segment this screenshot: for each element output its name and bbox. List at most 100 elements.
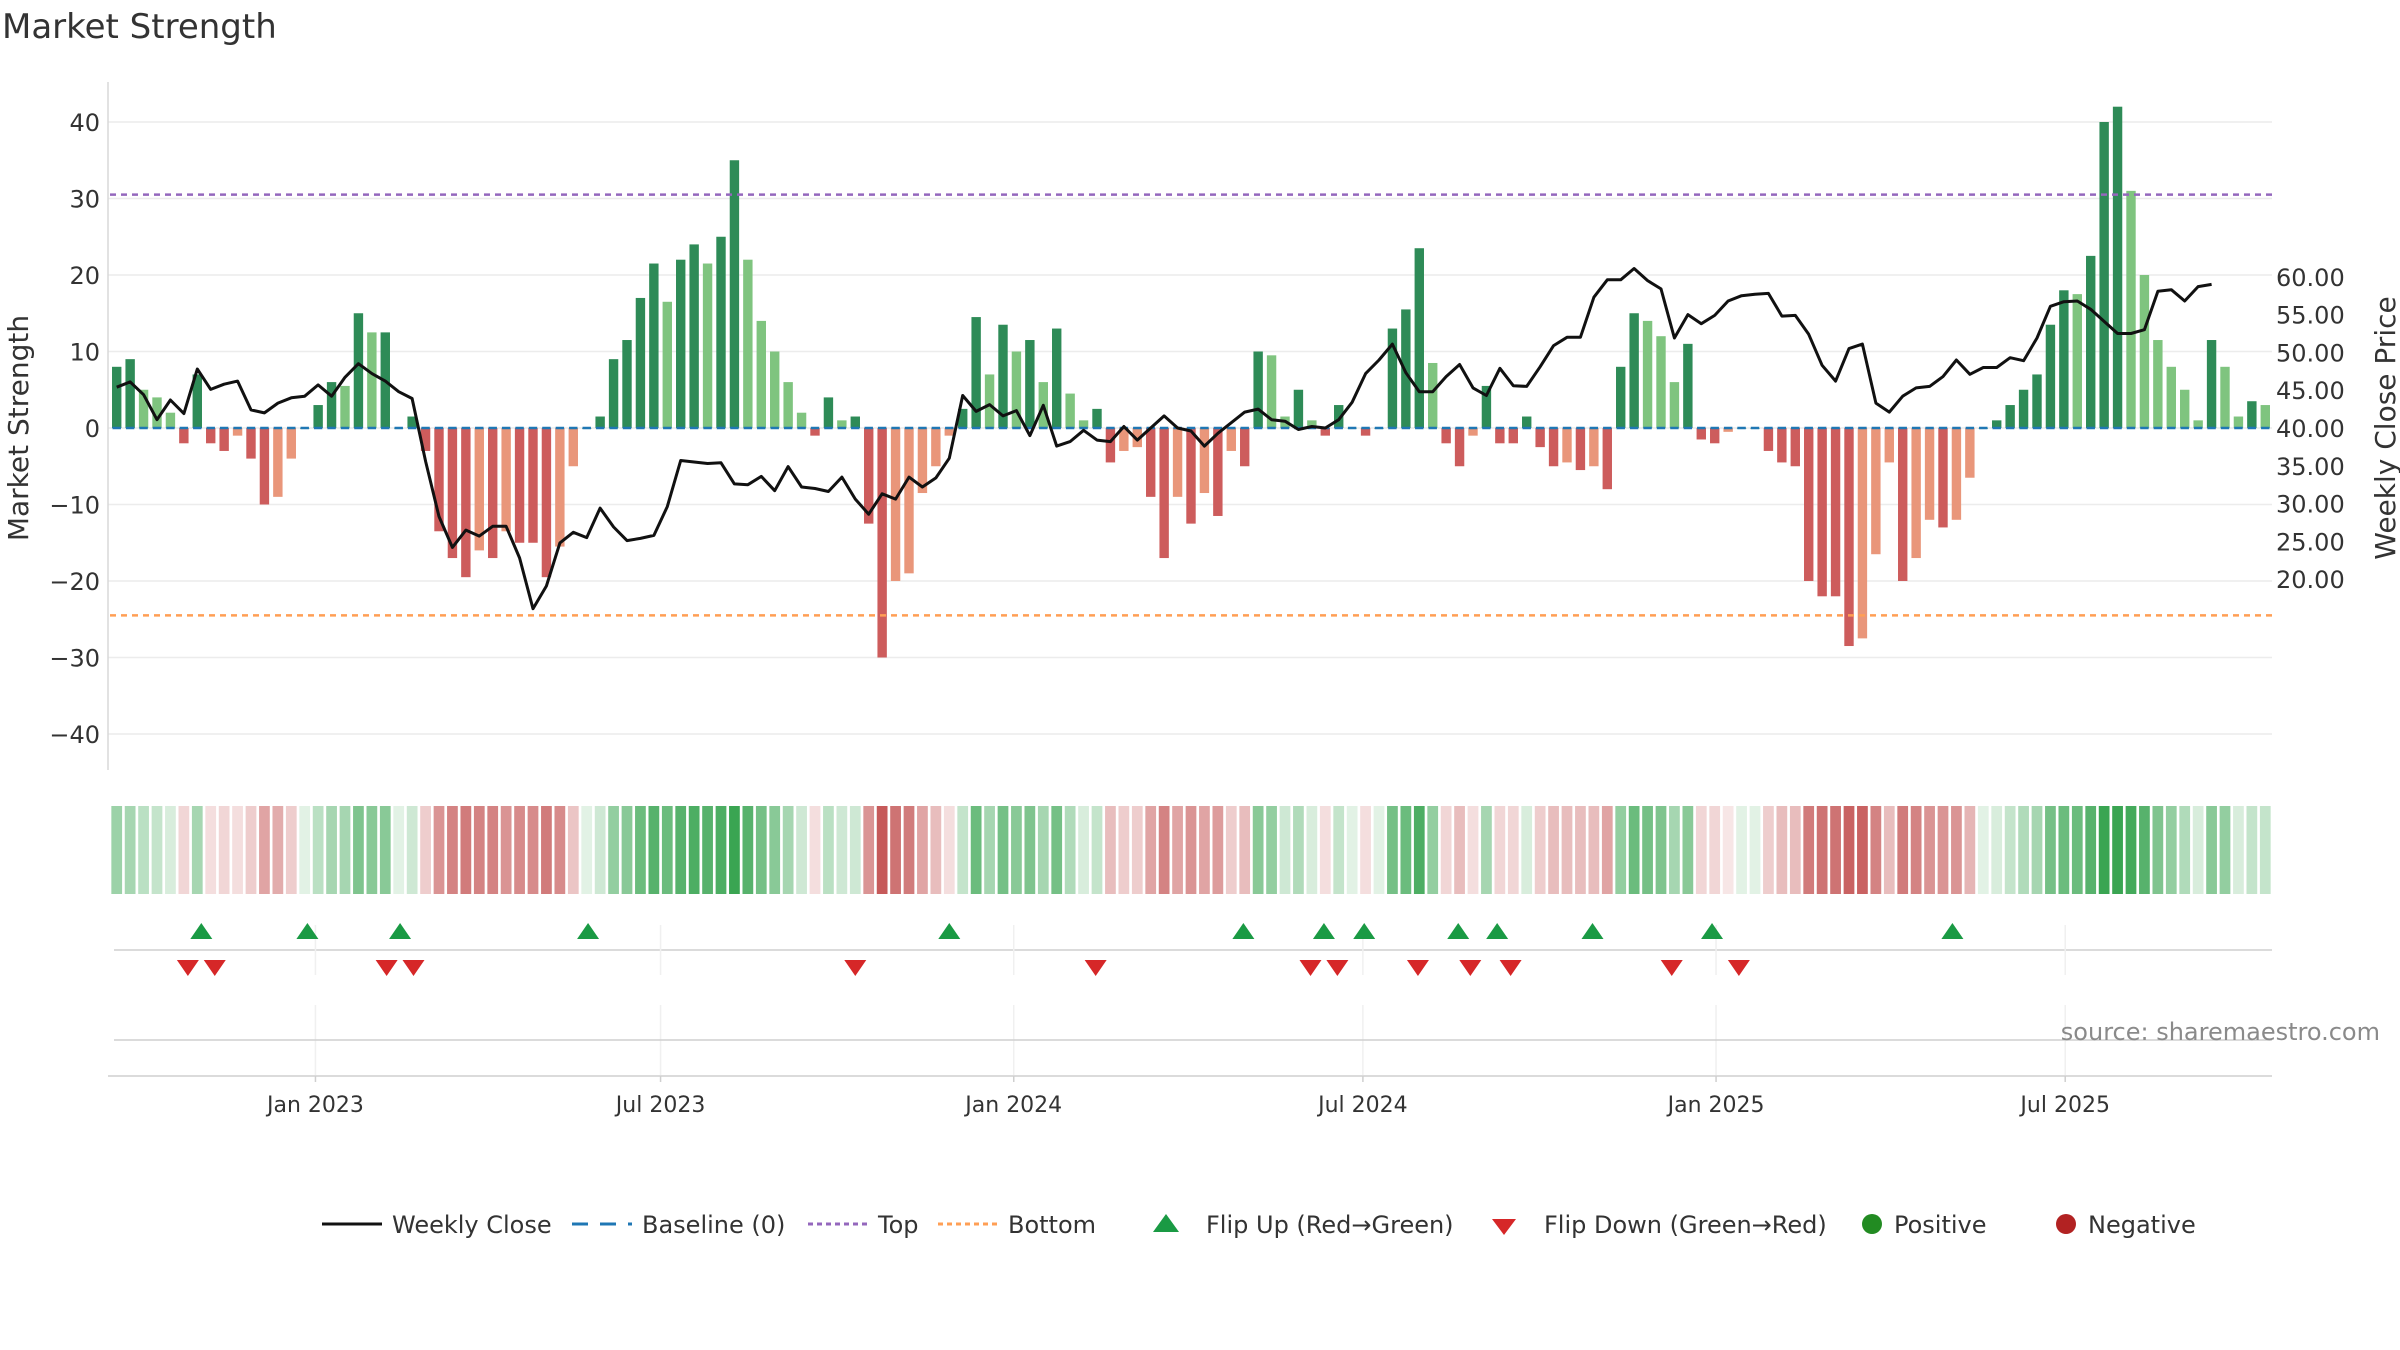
strength-bar (2005, 405, 2015, 428)
heat-cell (1024, 806, 1036, 894)
heat-cell (326, 806, 337, 894)
heat-cell (514, 806, 525, 894)
strength-bar (259, 428, 270, 505)
heat-cell (1373, 806, 1385, 894)
strength-bar (944, 428, 954, 436)
strength-bar (850, 416, 860, 428)
flip-up-marker (190, 923, 213, 939)
strength-bar (541, 428, 552, 578)
strength-bar (125, 359, 135, 428)
strength-bar (917, 428, 928, 494)
flip-up-marker (577, 923, 600, 939)
heat-cell (729, 806, 740, 894)
strength-bar (568, 428, 578, 467)
heat-cell (1561, 806, 1573, 894)
strength-bar (783, 382, 793, 428)
legend-label: Flip Up (Red→Green) (1206, 1211, 1454, 1239)
strength-bar (1951, 428, 1962, 520)
flip-down-marker (1459, 960, 1482, 976)
heat-cell (2071, 806, 2083, 894)
right-tick-label: 50.00 (2276, 339, 2345, 367)
x-tick-label: Jan 2024 (963, 1093, 1062, 1118)
heat-cell (1669, 806, 1680, 894)
strength-bar (1857, 428, 1868, 639)
left-tick-label: −10 (49, 492, 100, 520)
strength-bar (1428, 362, 1438, 428)
heat-cell (259, 806, 270, 894)
reference-lines (110, 193, 2272, 617)
strength-bar (1844, 428, 1854, 647)
strength-bar (635, 297, 646, 428)
strength-bar (984, 374, 995, 428)
strength-bar (1777, 428, 1787, 463)
source-note: source: sharemaestro.com (2061, 1018, 2380, 1046)
strength-bar (2018, 389, 2029, 428)
heat-cell (353, 806, 364, 894)
heat-cell (272, 806, 284, 894)
strength-bar (608, 359, 619, 428)
strength-bar (447, 428, 458, 559)
heat-cell (1507, 806, 1519, 894)
legend-positive: Positive (1862, 1211, 1987, 1239)
strength-bar (1683, 343, 1693, 428)
heat-cell (527, 806, 539, 894)
heat-cell (594, 806, 606, 894)
strength-bar (273, 428, 283, 497)
heat-cell (2085, 806, 2097, 894)
strength-bar (488, 428, 498, 559)
strength-bar (1481, 385, 1492, 428)
strength-bar (246, 428, 256, 459)
strength-bar (1226, 428, 1236, 451)
heat-cell (1293, 806, 1304, 894)
left-tick-label: −40 (49, 721, 100, 749)
heat-cell (943, 806, 955, 894)
legend-swatch-circle (2056, 1214, 2076, 1234)
legend-label: Flip Down (Green→Red) (1544, 1211, 1827, 1239)
flip-up-marker (389, 923, 412, 939)
strength-bar (1629, 313, 1639, 428)
strength-bar (1119, 428, 1129, 451)
flip-down-marker (1299, 960, 1322, 976)
strength-bar (1146, 428, 1156, 497)
strength-bar (1011, 351, 1022, 428)
x-tick-label: Jul 2023 (614, 1093, 706, 1118)
right-tick-label: 20.00 (2276, 566, 2345, 594)
heat-cell (1145, 806, 1157, 894)
heat-cell (1319, 806, 1331, 894)
strength-bar (1213, 428, 1223, 516)
strength-bar (2220, 366, 2230, 428)
strength-bar (796, 412, 807, 428)
strength-bar (1320, 428, 1330, 436)
legend-bottom: Bottom (938, 1211, 1096, 1239)
heat-cell (1172, 806, 1183, 894)
heat-cell (124, 806, 136, 894)
heat-cell (1803, 806, 1815, 894)
strength-bar (1105, 428, 1116, 463)
flip-down-marker (1660, 960, 1683, 976)
heat-cell (2206, 806, 2217, 894)
heat-cell (1105, 806, 1116, 894)
strength-bar (313, 405, 323, 428)
strength-bar (326, 382, 337, 428)
strength-bar (864, 428, 874, 524)
strength-bar (971, 317, 981, 428)
strength-bar (1334, 405, 1344, 428)
strength-bar (756, 320, 766, 428)
right-tick-label: 40.00 (2276, 415, 2345, 443)
heat-cell (366, 806, 378, 894)
heat-cell (2259, 806, 2271, 894)
strength-bar (1898, 428, 1908, 581)
legend-label: Weekly Close (392, 1211, 552, 1239)
heat-cell (1615, 806, 1627, 894)
strength-bar (931, 428, 941, 467)
legend-swatch-triangle-up (1153, 1214, 1179, 1232)
heat-cell (823, 806, 834, 894)
heat-cell (1789, 806, 1801, 894)
heat-cell (1118, 806, 1130, 894)
right-tick-label: 60.00 (2276, 264, 2345, 292)
strength-bar (407, 416, 417, 428)
heat-cell (608, 806, 619, 894)
heat-cell (917, 806, 928, 894)
heat-cell (460, 806, 472, 894)
